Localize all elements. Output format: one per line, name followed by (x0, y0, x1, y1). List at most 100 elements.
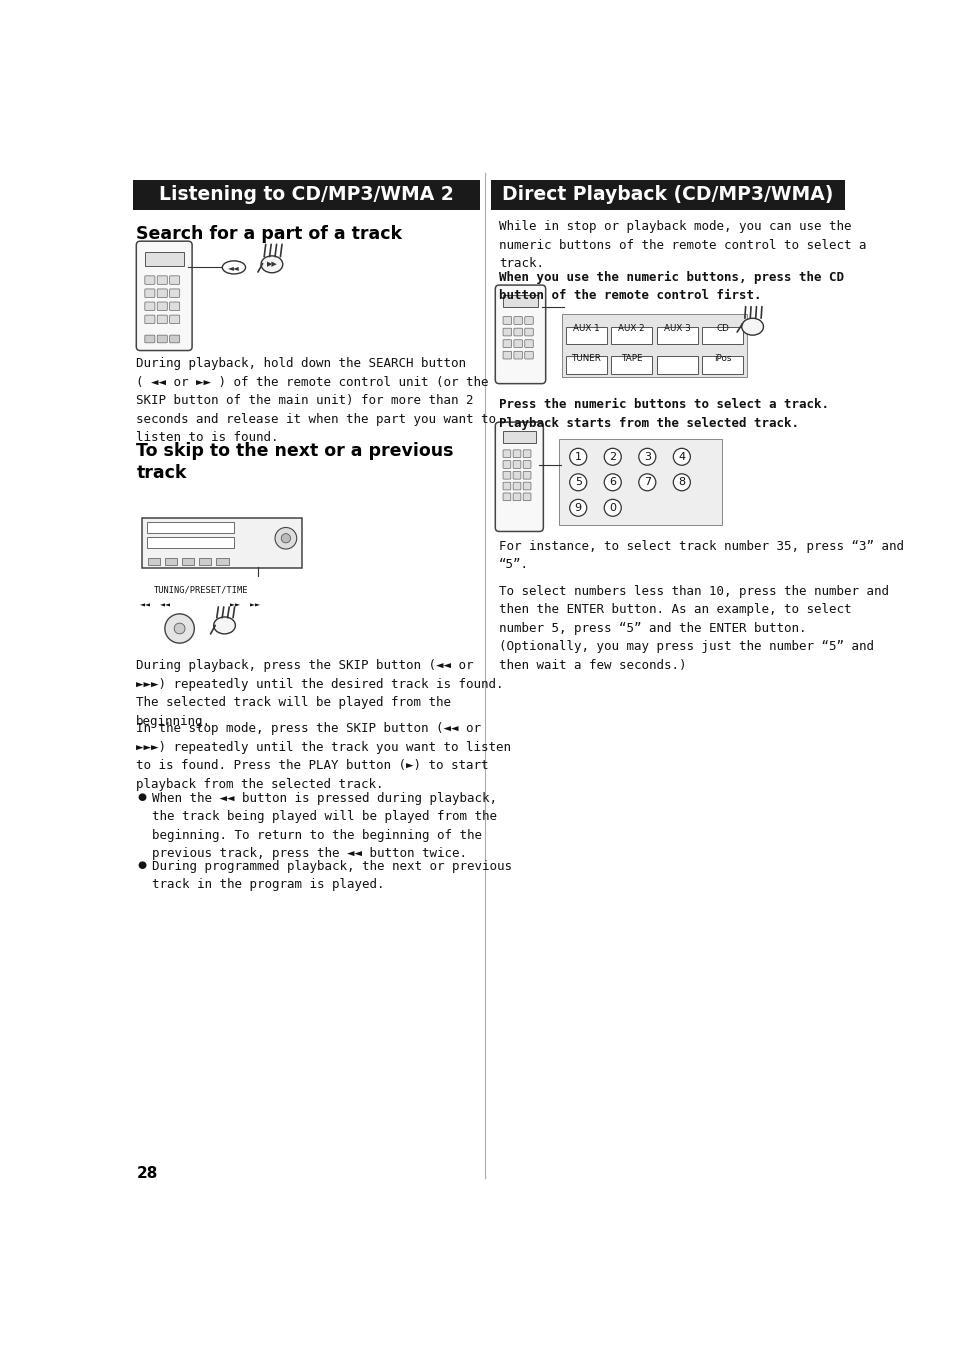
FancyBboxPatch shape (522, 492, 531, 500)
Text: To select numbers less than 10, press the number and
then the ENTER button. As a: To select numbers less than 10, press th… (498, 584, 888, 672)
FancyBboxPatch shape (502, 482, 510, 490)
FancyBboxPatch shape (145, 335, 154, 343)
Text: 7: 7 (643, 478, 650, 487)
FancyBboxPatch shape (524, 317, 533, 324)
Text: Press the numeric buttons to select a track.
Playback starts from the selected t: Press the numeric buttons to select a tr… (498, 398, 828, 430)
Text: ●: ● (137, 792, 147, 801)
FancyBboxPatch shape (514, 351, 522, 359)
FancyBboxPatch shape (524, 340, 533, 348)
Circle shape (603, 473, 620, 491)
FancyBboxPatch shape (502, 471, 510, 479)
Text: 1: 1 (574, 452, 581, 461)
Ellipse shape (741, 318, 762, 335)
FancyBboxPatch shape (513, 460, 520, 468)
Text: While in stop or playback mode, you can use the
numeric buttons of the remote co: While in stop or playback mode, you can … (498, 220, 865, 270)
Text: When you use the numeric buttons, press the CD
button of the remote control firs: When you use the numeric buttons, press … (498, 270, 843, 302)
FancyBboxPatch shape (565, 326, 606, 344)
Circle shape (165, 614, 194, 643)
Text: Search for a part of a track: Search for a part of a track (136, 225, 402, 243)
Text: 6: 6 (609, 478, 616, 487)
Text: During playback, press the SKIP button (◄◄ or
►►►) repeatedly until the desired : During playback, press the SKIP button (… (136, 660, 503, 728)
FancyBboxPatch shape (502, 449, 510, 457)
Text: Listening to CD/MP3/WMA 2: Listening to CD/MP3/WMA 2 (159, 186, 454, 205)
FancyBboxPatch shape (513, 482, 520, 490)
FancyBboxPatch shape (522, 471, 531, 479)
Circle shape (569, 473, 586, 491)
Text: ●: ● (137, 859, 147, 870)
FancyBboxPatch shape (502, 340, 511, 348)
Circle shape (569, 448, 586, 465)
Text: CD: CD (716, 324, 728, 333)
Text: ◄◄  ◄◄            ►►  ►►: ◄◄ ◄◄ ►► ►► (139, 600, 259, 608)
FancyBboxPatch shape (145, 275, 154, 285)
FancyBboxPatch shape (502, 328, 511, 336)
FancyBboxPatch shape (611, 356, 652, 374)
FancyBboxPatch shape (502, 432, 535, 442)
Text: TUNING/PRESET/TIME: TUNING/PRESET/TIME (153, 585, 249, 595)
Circle shape (639, 448, 655, 465)
FancyBboxPatch shape (145, 289, 154, 297)
FancyBboxPatch shape (502, 460, 510, 468)
FancyBboxPatch shape (514, 340, 522, 348)
FancyBboxPatch shape (522, 449, 531, 457)
Text: For instance, to select track number 35, press “3” and
“5”.: For instance, to select track number 35,… (498, 540, 903, 572)
FancyBboxPatch shape (513, 471, 520, 479)
Circle shape (569, 499, 586, 517)
Text: 5: 5 (574, 478, 581, 487)
FancyBboxPatch shape (165, 557, 177, 565)
FancyBboxPatch shape (701, 326, 742, 344)
FancyBboxPatch shape (148, 557, 160, 565)
FancyBboxPatch shape (145, 316, 154, 324)
FancyBboxPatch shape (216, 557, 229, 565)
Text: To skip to the next or a previous
track: To skip to the next or a previous track (136, 442, 454, 482)
FancyBboxPatch shape (170, 275, 179, 285)
Text: 8: 8 (678, 478, 684, 487)
FancyBboxPatch shape (199, 557, 212, 565)
Text: Direct Playback (CD/MP3/WMA): Direct Playback (CD/MP3/WMA) (502, 186, 833, 205)
FancyBboxPatch shape (147, 522, 234, 533)
FancyBboxPatch shape (524, 351, 533, 359)
FancyBboxPatch shape (147, 537, 234, 548)
FancyBboxPatch shape (565, 356, 606, 374)
FancyBboxPatch shape (133, 181, 479, 209)
Circle shape (639, 473, 655, 491)
FancyBboxPatch shape (514, 328, 522, 336)
FancyBboxPatch shape (657, 326, 697, 344)
FancyBboxPatch shape (170, 316, 179, 324)
Text: iPos: iPos (714, 355, 731, 363)
FancyBboxPatch shape (145, 302, 154, 310)
FancyBboxPatch shape (495, 285, 545, 383)
Text: ▶▶: ▶▶ (266, 262, 277, 267)
FancyBboxPatch shape (145, 252, 183, 266)
FancyBboxPatch shape (561, 314, 746, 378)
FancyBboxPatch shape (491, 181, 843, 209)
Text: 4: 4 (678, 452, 684, 461)
FancyBboxPatch shape (558, 438, 721, 525)
FancyBboxPatch shape (157, 275, 167, 285)
Ellipse shape (261, 256, 282, 272)
FancyBboxPatch shape (502, 492, 510, 500)
Text: 3: 3 (643, 452, 650, 461)
Text: 28: 28 (136, 1167, 157, 1182)
Text: TAPE: TAPE (620, 355, 642, 363)
Circle shape (281, 534, 291, 542)
FancyBboxPatch shape (170, 289, 179, 297)
Ellipse shape (222, 260, 245, 274)
Text: 0: 0 (609, 503, 616, 513)
FancyBboxPatch shape (142, 518, 302, 568)
FancyBboxPatch shape (170, 335, 179, 343)
Text: When the ◄◄ button is pressed during playback,
the track being played will be pl: When the ◄◄ button is pressed during pla… (152, 792, 497, 861)
Text: AUX 3: AUX 3 (663, 324, 690, 333)
Ellipse shape (213, 616, 235, 634)
FancyBboxPatch shape (502, 351, 511, 359)
FancyBboxPatch shape (157, 316, 167, 324)
FancyBboxPatch shape (502, 317, 511, 324)
Text: During playback, hold down the SEARCH button
( ◄◄ or ►► ) of the remote control : During playback, hold down the SEARCH bu… (136, 357, 496, 444)
Circle shape (174, 623, 185, 634)
FancyBboxPatch shape (513, 492, 520, 500)
FancyBboxPatch shape (157, 289, 167, 297)
Circle shape (673, 448, 690, 465)
FancyBboxPatch shape (611, 326, 652, 344)
FancyBboxPatch shape (701, 356, 742, 374)
FancyBboxPatch shape (495, 422, 543, 532)
